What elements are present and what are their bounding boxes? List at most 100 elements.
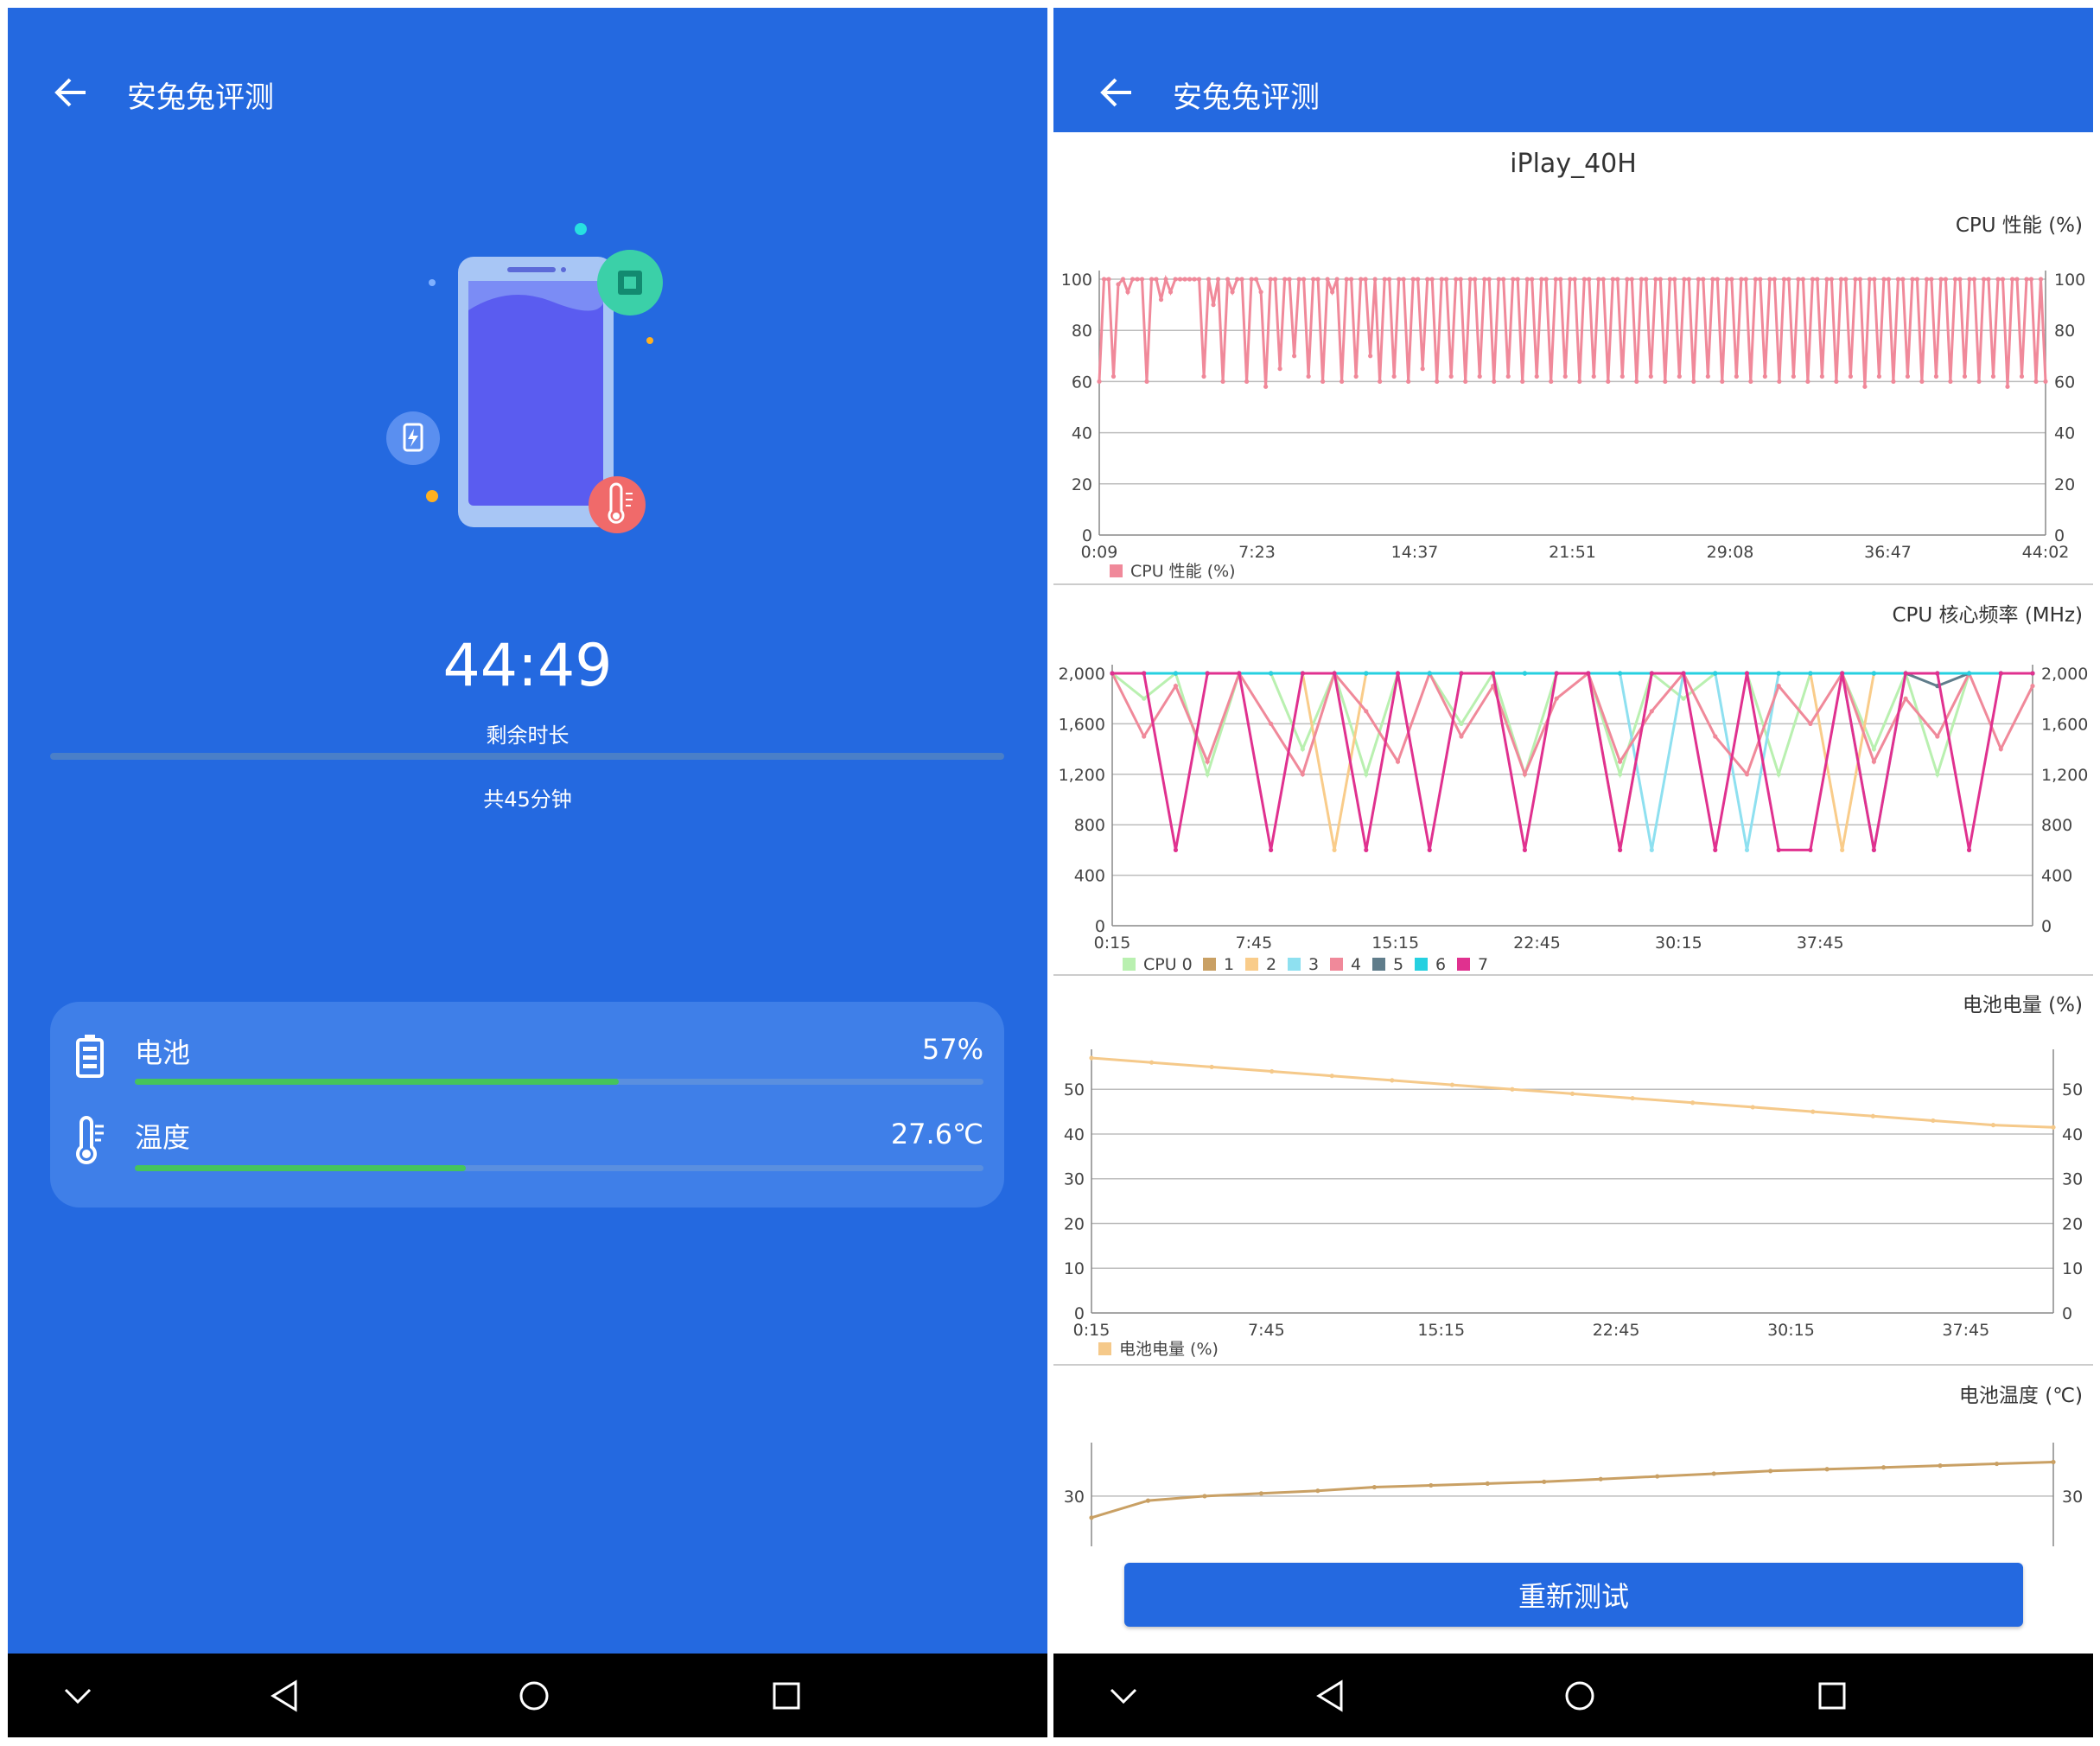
data-point [1332,671,1337,676]
x-tick-label: 0:15 [1073,1321,1110,1340]
data-point [1750,1105,1755,1110]
data-point [1205,772,1210,777]
data-point [1610,277,1615,282]
sparkle-dot [426,490,438,502]
back-button[interactable] [1098,75,1135,113]
back-button[interactable] [53,75,89,113]
data-point [1330,290,1335,295]
data-point [1485,1481,1490,1486]
data-point [1867,277,1873,282]
data-point [1881,277,1887,282]
device-name: iPlay_40H [1510,149,1637,179]
data-point [1349,277,1354,282]
data-point [2051,1125,2056,1130]
data-point [1962,373,1968,379]
nav-back-button[interactable] [1308,1674,1352,1717]
series-line [1110,670,2034,778]
data-point [1691,379,1696,384]
legend-label: 2 [1266,955,1276,974]
data-point [1672,277,1677,282]
data-point [1173,684,1179,689]
data-point [1154,277,1159,282]
data-point [1753,277,1758,282]
data-point [1301,277,1307,282]
data-point [1810,1109,1816,1114]
data-point [1871,671,1876,676]
data-point [1829,277,1834,282]
data-point [1935,671,1940,676]
data-point [1606,379,1611,384]
home-circle-icon [1565,1681,1594,1711]
nav-collapse-button[interactable] [1102,1674,1145,1717]
data-point [1249,277,1254,282]
data-point [1363,277,1368,282]
y-tick-label: 80 [1072,322,1092,341]
nav-collapse-button[interactable] [56,1674,99,1717]
data-point [1287,277,1292,282]
data-point [1272,277,1278,282]
data-point [1139,277,1145,282]
data-point [1510,1086,1515,1092]
data-point [1876,373,1882,379]
data-point [1644,277,1649,282]
data-point [1734,373,1739,379]
y-tick-label-right: 1,200 [2041,766,2088,785]
y-tick-label: 100 [1061,271,1092,290]
data-point [1744,671,1750,676]
sparkle-dot [646,337,653,344]
data-point [1522,847,1528,852]
data-point [1810,277,1815,282]
data-point [1667,277,1672,282]
nav-recents-button[interactable] [765,1674,808,1717]
nav-recents-button[interactable] [1810,1674,1854,1717]
data-point [1382,277,1387,282]
data-point [1234,277,1240,282]
data-point [1439,277,1444,282]
data-point [1777,379,1782,384]
chart-divider [1053,974,2093,976]
data-point [1473,277,1478,282]
data-point [1649,671,1654,676]
data-point [1300,671,1305,676]
data-point [1681,696,1686,701]
data-point [1258,290,1263,295]
data-point [1406,379,1411,384]
y-tick-label-right: 60 [2054,373,2075,392]
nav-home-button[interactable] [512,1674,556,1717]
data-point [1192,277,1197,282]
data-point [1587,277,1592,282]
battery-label: 电池 [135,1036,191,1069]
data-point [1853,277,1858,282]
nav-back-button[interactable] [263,1674,306,1717]
x-tick-label: 36:47 [1864,543,1912,562]
data-point [1158,297,1164,303]
data-point [1332,847,1337,852]
data-point [2033,379,2039,384]
data-point [1268,277,1273,282]
data-point [1142,696,1147,701]
legend-label: 5 [1393,955,1403,974]
data-point [1206,277,1212,282]
data-point [1824,1467,1830,1472]
data-point [1429,277,1435,282]
arrow-left-icon [1100,78,1131,107]
data-point [1522,671,1528,676]
data-point [1130,277,1136,282]
legend-swatch [1457,958,1470,971]
data-point [1187,277,1193,282]
data-point [1857,277,1863,282]
data-point [1482,277,1487,282]
data-point [1344,277,1349,282]
data-point [1543,277,1549,282]
data-point [1205,671,1210,676]
data-point [1870,1113,1875,1118]
y-tick-label: 20 [1072,475,1092,494]
data-point [1998,671,2003,676]
data-point [1515,277,1520,282]
data-point [1781,277,1786,282]
y-tick-label-right: 20 [2054,475,2075,494]
retest-button[interactable]: 重新测试 [1124,1563,2023,1627]
data-point [1808,721,1813,726]
app-title: 安兔兔评测 [127,80,274,115]
nav-home-button[interactable] [1558,1674,1601,1717]
